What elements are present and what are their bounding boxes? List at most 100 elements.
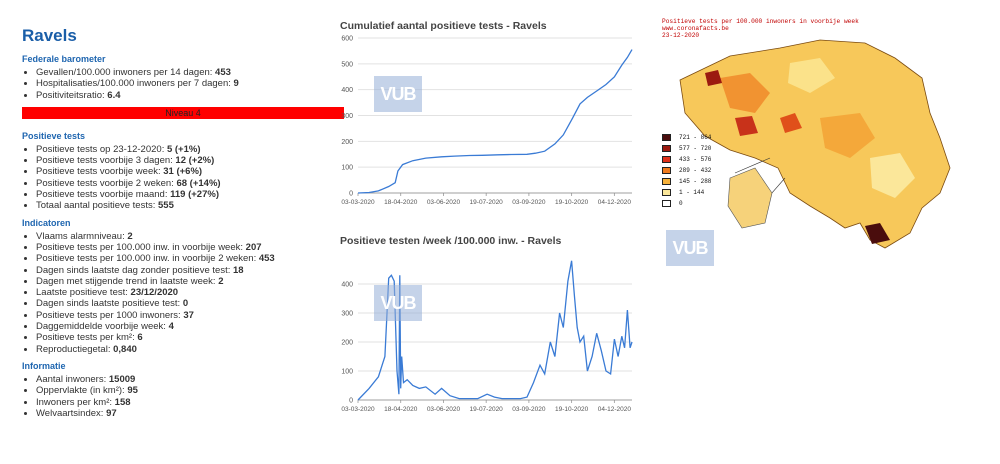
list-item: Positieve tests per 1000 inwoners: 37 [36,310,344,321]
x-tick-label: 03-06-2020 [427,406,461,413]
list-item: Laatste positieve test: 23/12/2020 [36,287,344,298]
x-tick-label: 03-03-2020 [341,199,375,206]
chart-title: Positieve testen /week /100.000 inw. - R… [340,235,562,247]
y-tick-label: 100 [341,165,353,172]
region-shape [865,223,890,244]
series-line [357,260,633,401]
region-shape [780,113,802,133]
legend-swatch [662,134,671,141]
list-item: Hospitalisaties/100.000 inwoners per 7 d… [36,78,344,89]
list-item: Positieve tests op 23-12-2020: 5 (+1%) [36,144,344,155]
region-shape [788,58,835,93]
legend-item: 0 [662,198,711,209]
x-tick-label: 04-12-2020 [598,406,632,413]
legend-item: 577 - 720 [662,143,711,154]
y-tick-label: 100 [341,369,353,376]
y-tick-label: 0 [349,191,353,198]
list-item: Positieve tests per 100.000 inw. in voor… [36,242,344,253]
map-header-date: 23-12-2020 [662,32,700,39]
map-header-site: www.coronafacts.be [662,25,729,32]
list-item: Inwoners per km²: 158 [36,397,344,408]
positive-tests-heading: Positieve tests [22,130,86,141]
indicators-heading: Indicatoren [22,217,71,228]
y-tick-label: 300 [341,113,353,120]
legend-swatch [662,145,671,152]
weekly-chart-svg: 0 100 200 300 400 03-03-2020 18-04-2020 03-06-2… [341,260,633,413]
list-item: Positieve tests voorbije maand: 119 (+27… [36,189,344,200]
region-shape [870,153,915,198]
x-tick-label: 03-09-2020 [512,406,546,413]
y-tick-label: 500 [341,61,353,68]
series-line [357,49,633,194]
info-heading: Informatie [22,360,66,371]
vub-watermark: VUB [374,285,422,321]
vub-watermark: VUB [374,76,422,112]
legend-item: 1 - 144 [662,187,711,198]
legend-swatch [662,156,671,163]
list-item: Positieve tests voorbije 3 dagen: 12 (+2… [36,155,344,166]
list-item: Reproductiegetal: 0,840 [36,344,344,355]
page-title: Ravels [22,26,77,45]
list-item: Dagen met stijgende trend in laatste wee… [36,276,344,287]
region-shape [720,73,770,113]
indicators-list: Vlaams alarmniveau: 2 Positieve tests pe… [22,231,344,355]
y-tick-label: 300 [341,311,353,318]
federal-heading: Federale barometer [22,54,106,64]
inset-line [734,157,771,174]
map-legend: 721 - 864 577 - 720 433 - 576 289 - 432 … [662,132,711,209]
weekly-chart: Positieve testen /week /100.000 inw. - R… [340,235,640,420]
list-item: Positieve tests voorbije week: 31 (+6%) [36,166,344,177]
info-list: Aantal inwoners: 15009 Oppervlakte (in k… [22,374,344,419]
x-tick-label: 18-04-2020 [384,406,418,413]
cumulative-chart-svg: 0 100 200 300 400 500 600 03-03-2020 18-04-2020 0… [341,36,633,206]
municipality-panel: Ravels Federale barometer Gevallen/100.0… [22,26,344,419]
region-shape [820,113,875,158]
positive-tests-list: Positieve tests op 23-12-2020: 5 (+1%) P… [22,144,344,212]
x-tick-label: 03-09-2020 [512,199,546,206]
list-item: Daggemiddelde voorbije week: 4 [36,321,344,332]
legend-item: 433 - 576 [662,154,711,165]
y-tick-label: 200 [341,340,353,347]
x-tick-label: 19-10-2020 [555,199,589,206]
brussels-inset [727,167,773,229]
federal-list: Gevallen/100.000 inwoners per 14 dagen: … [22,67,344,101]
x-tick-label: 03-06-2020 [427,199,461,206]
x-tick-label: 03-03-2020 [341,406,375,413]
legend-item: 721 - 864 [662,132,711,143]
y-tick-label: 400 [341,87,353,94]
x-tick-label: 19-07-2020 [470,406,504,413]
legend-swatch [662,167,671,174]
list-item: Dagen sinds laatste dag zonder positieve… [36,265,344,276]
y-tick-label: 400 [341,282,353,289]
cumulative-chart: Cumulatief aantal positieve tests - Rave… [340,20,640,215]
map-shape [679,39,951,249]
legend-item: 145 - 288 [662,176,711,187]
region-shape [705,70,722,86]
list-item: Vlaams alarmniveau: 2 [36,231,344,242]
list-item: Positieve tests per km²: 6 [36,332,344,343]
legend-swatch [662,200,671,207]
x-tick-label: 04-12-2020 [598,199,632,206]
y-tick-label: 0 [349,398,353,405]
legend-swatch [662,178,671,185]
list-item: Oppervlakte (in km²): 95 [36,385,344,396]
niveau-bar: Niveau 4 [22,106,344,119]
list-item: Totaal aantal positieve tests: 555 [36,200,344,211]
list-item: Positieve tests per 100.000 inw. in voor… [36,253,344,264]
list-item: Welvaartsindex: 97 [36,408,344,419]
belgium-map: Positieve tests per 100.000 inwoners in … [660,18,960,268]
vub-watermark: VUB [666,230,714,266]
list-item: Positiviteitsratio: 6.4 [36,90,344,101]
chart-title: Cumulatief aantal positieve tests - Rave… [340,20,547,32]
legend-swatch [662,189,671,196]
list-item: Positieve tests voorbije 2 weken: 68 (+1… [36,178,344,189]
region-shape [735,116,758,136]
list-item: Gevallen/100.000 inwoners per 14 dagen: … [36,67,344,78]
map-header: Positieve tests per 100.000 inwoners in … [662,18,859,39]
x-tick-label: 19-10-2020 [555,406,589,413]
y-tick-label: 200 [341,139,353,146]
list-item: Dagen sinds laatste positieve test: 0 [36,298,344,309]
x-tick-label: 18-04-2020 [384,199,418,206]
list-item: Aantal inwoners: 15009 [36,374,344,385]
y-tick-label: 600 [341,36,353,43]
